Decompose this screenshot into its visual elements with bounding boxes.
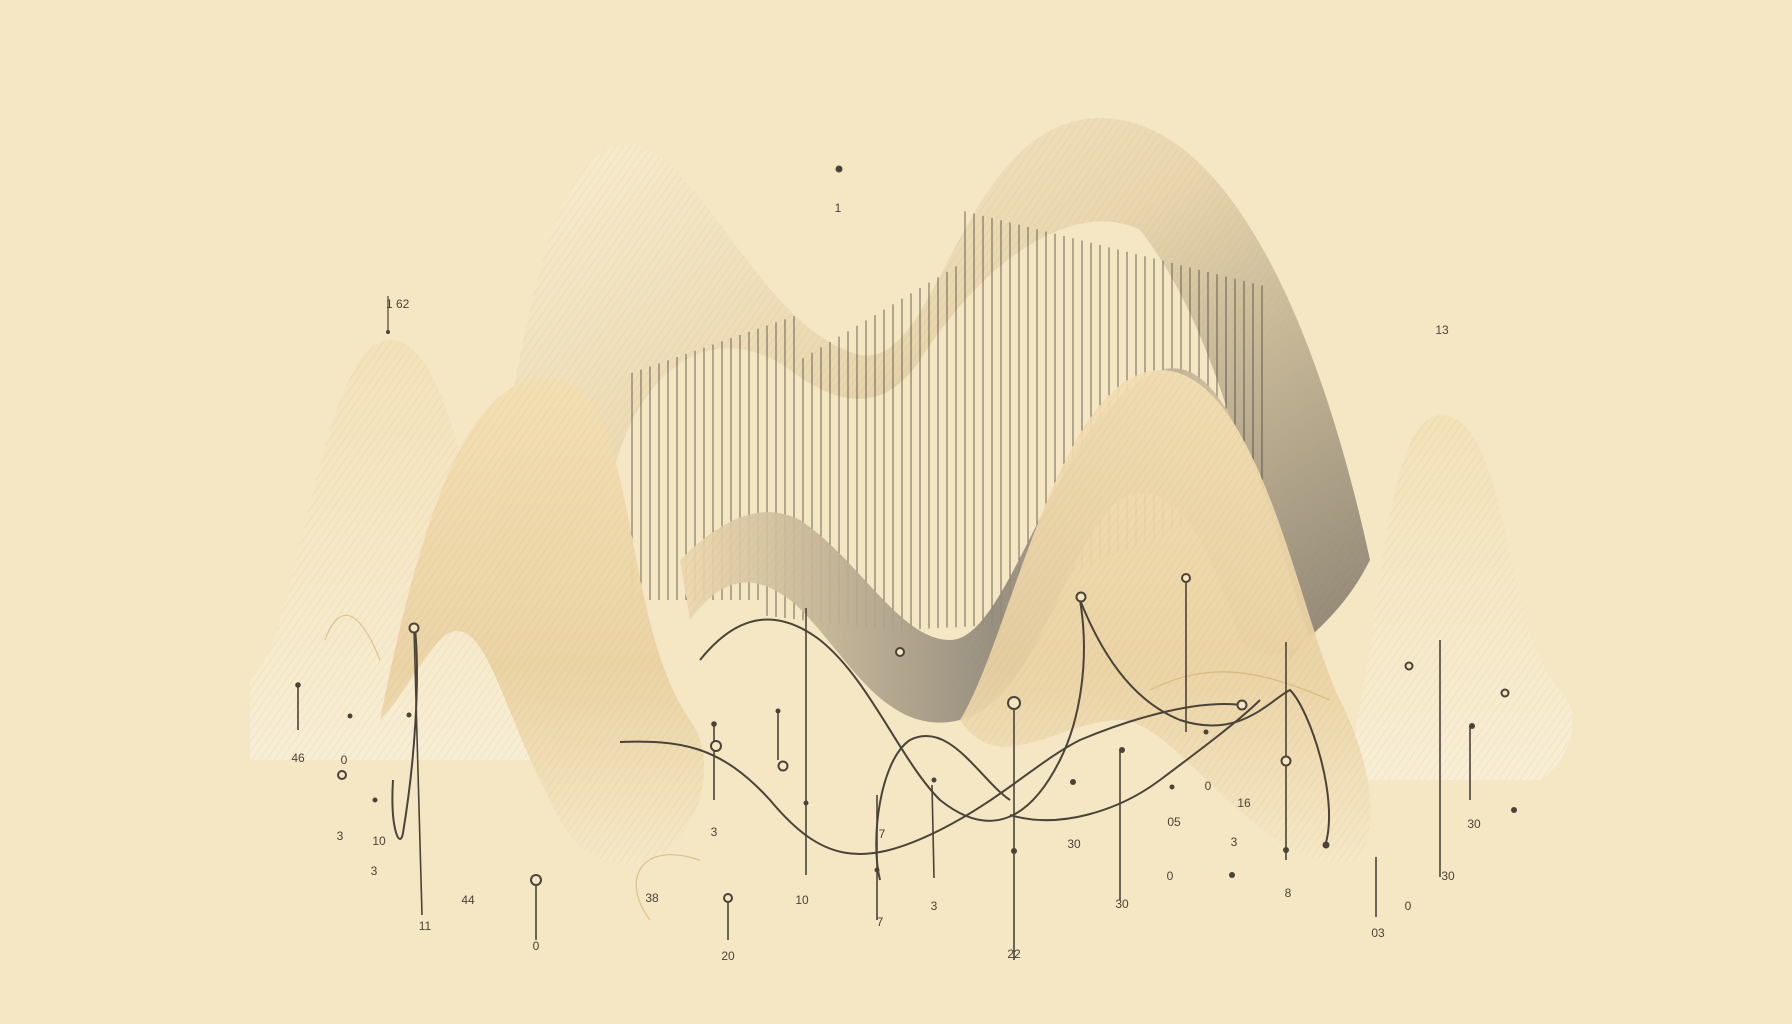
right-peak (1330, 415, 1573, 780)
label-3-c: 3 (711, 825, 718, 839)
axis-labels: 1 1 62 13 46 0 3 10 3 44 11 0 38 20 3 10… (291, 201, 1481, 963)
label-0-e: 0 (1405, 899, 1412, 913)
label-0-a: 0 (341, 753, 348, 767)
label-30-d: 30 (1467, 817, 1481, 831)
data-curves (391, 599, 1330, 881)
label-38: 38 (645, 891, 659, 905)
small-dots (295, 165, 1517, 878)
label-3-e: 3 (1231, 835, 1238, 849)
label-46: 46 (291, 751, 305, 765)
label-11: 11 (419, 919, 432, 933)
label-30-a: 30 (1067, 837, 1081, 851)
label-0-d: 0 (1167, 869, 1174, 883)
front-mound (960, 370, 1371, 862)
label-1-62: 1 62 (386, 297, 410, 311)
label-7-a: 7 (879, 827, 886, 841)
accent-curves (324, 614, 1331, 921)
label-22: 22 (1007, 947, 1021, 961)
label-3-d: 3 (931, 899, 938, 913)
label-30-c: 30 (1441, 869, 1455, 883)
label-30-b: 30 (1115, 897, 1129, 911)
label-1: 1 (835, 201, 842, 215)
label-13: 13 (1435, 323, 1449, 337)
label-0-c: 0 (1205, 779, 1212, 793)
label-7-b: 7 (877, 915, 884, 929)
label-3-b: 3 (371, 864, 378, 878)
label-0-b: 0 (533, 939, 540, 953)
label-3-a: 3 (337, 829, 344, 843)
label-44: 44 (461, 893, 475, 907)
left-peak (250, 340, 560, 760)
label-10-b: 10 (795, 893, 809, 907)
hollow-nodes (337, 573, 1510, 903)
back-ribbon (490, 118, 1370, 660)
label-8: 8 (1285, 886, 1292, 900)
label-05: 05 (1167, 815, 1181, 829)
label-20-a: 20 (721, 949, 735, 963)
label-10-a: 10 (372, 834, 386, 848)
stems (297, 578, 1471, 960)
label-03: 03 (1371, 926, 1385, 940)
label-16: 16 (1237, 796, 1251, 810)
